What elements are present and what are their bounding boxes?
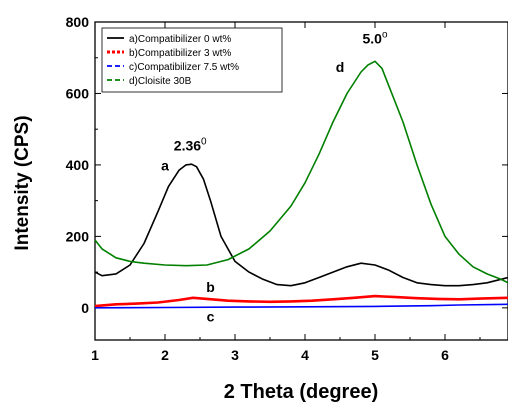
x-tick-label: 6 [441,347,449,363]
y-tick-label: 200 [66,228,90,244]
x-tick-label: 1 [91,347,99,363]
series-line-a [94,163,508,287]
x-tick-label: 4 [301,347,309,363]
series-line-c [94,303,508,309]
legend-box [101,27,283,93]
plot-area-border [94,21,508,341]
annotation-label: 2.360 [174,137,207,154]
x-axis-title: 2 Theta (degree) [224,381,378,403]
y-tick-label: 400 [66,157,90,173]
legend-label: b)Compatibilizer 3 wt% [129,48,231,59]
x-tick-label: 2 [161,347,169,363]
peak-annotations: 2.360 a 5.0o d bc [161,29,388,324]
y-axis-title: Intensity (CPS) [12,115,33,250]
axis-tick-labels: 1 2 3 4 5 6 0 200 400 600 800 [66,14,449,363]
annotation-label: a [161,157,169,173]
annotation-label: d [336,59,345,75]
series-lines [94,60,508,309]
x-tick-label: 5 [371,347,379,363]
legend-label: c)Compatibilizer 7.5 wt% [129,62,239,73]
legend-label: d)Cloisite 30B [129,76,192,87]
annotation-label: b [206,279,215,295]
plot-frame [94,21,508,341]
legend: a)Compatibilizer 0 wt% b)Compatibilizer 3… [101,27,283,93]
series-line-b [94,294,508,308]
y-tick-label: 0 [81,300,89,316]
axis-ticks [94,21,508,340]
series-line-d [94,60,508,284]
annotation-label: c [207,308,215,324]
y-tick-label: 800 [66,14,90,30]
annotation-label: 5.0o [362,29,387,46]
legend-label: a)Compatibilizer 0 wt% [129,34,231,45]
x-tick-label: 3 [231,347,239,363]
y-tick-label: 600 [66,85,90,101]
